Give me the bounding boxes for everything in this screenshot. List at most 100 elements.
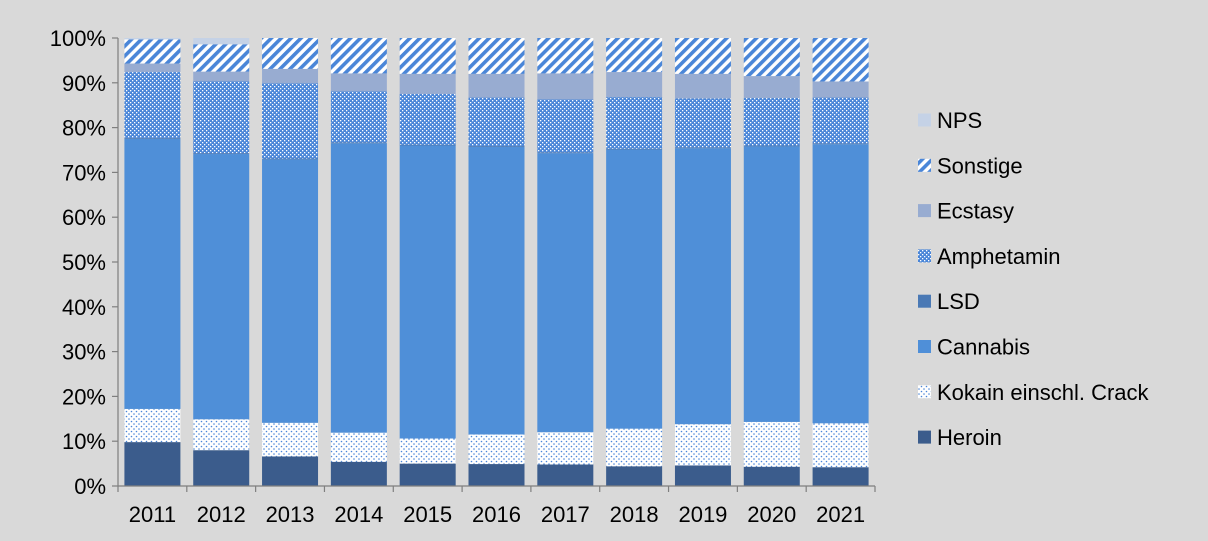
legend-swatch-lsd [918,294,931,308]
x-tick-label: 2013 [266,502,315,527]
legend-label-amphetamin: Amphetamin [937,244,1061,269]
legend-label-cannabis: Cannabis [937,335,1030,360]
bar-segment-kokain-einschl-crack-2012 [193,419,250,451]
y-tick-label: 40% [62,295,106,320]
bar-segment-cannabis-2017 [537,153,594,433]
bar-segment-ecstasy-2017 [537,73,594,100]
y-tick-label: 0% [74,474,106,499]
bar-segment-lsd-2019 [674,147,731,149]
bar-segment-cannabis-2019 [674,148,731,425]
bar-segment-cannabis-2018 [606,149,663,429]
bar-segment-lsd-2012 [193,153,250,155]
x-tick-label: 2020 [747,502,796,527]
legend-label-lsd: LSD [937,289,980,314]
y-tick-label: 70% [62,160,106,185]
axes: 0% 10% 20% 30% 40% 50% 60% 70% 80% 90% 100% 2011 201… [50,26,876,527]
legend-swatch-cannabis [918,340,931,353]
bar-segment-amphetamin-2012 [193,81,250,154]
legend-label-sonstige: Sonstige [937,153,1023,178]
bar-segment-cannabis-2011 [124,138,181,409]
bar-segment-lsd-2021 [812,143,869,145]
legend-swatch-nps [918,113,931,127]
bar-segment-heroin-2015 [399,463,456,486]
bar-segment-cannabis-2013 [262,159,319,423]
bar-segment-amphetamin-2017 [537,99,594,153]
bar-segment-sonstige-2021 [812,38,869,82]
bar-segment-nps-2011 [124,38,181,40]
y-tick-label: 80% [62,116,106,141]
bar-segment-cannabis-2014 [330,143,387,433]
bar-segment-kokain-einschl-crack-2019 [674,424,731,466]
bar-segment-ecstasy-2019 [674,73,731,99]
bar-segment-amphetamin-2015 [399,94,456,145]
bar-segment-heroin-2014 [330,461,387,486]
bar-segment-sonstige-2016 [468,38,525,74]
bar-segment-cannabis-2020 [743,146,800,422]
y-tick-label: 50% [62,250,106,275]
legend-label-heroin: Heroin [937,425,1002,450]
bar-segment-amphetamin-2014 [330,91,387,143]
bar-segment-cannabis-2012 [193,154,250,420]
bar-segment-lsd-2016 [468,145,525,147]
legend-swatch-sonstige [918,158,931,172]
legend-swatch-heroin [918,430,931,444]
bar-segment-cannabis-2016 [468,146,525,435]
y-tick-label: 100% [50,26,106,51]
bar-segment-heroin-2017 [537,464,594,486]
legend-label-ecstasy: Ecstasy [937,199,1014,224]
bar-segment-lsd-2018 [606,148,663,150]
x-tick-label: 2015 [403,502,452,527]
bar-segment-heroin-2013 [262,456,319,486]
bar-segment-sonstige-2020 [743,38,800,77]
bar-segment-ecstasy-2011 [124,63,181,73]
bar-segment-lsd-2014 [330,142,387,144]
bar-segment-heroin-2020 [743,466,800,486]
bar-segment-amphetamin-2013 [262,83,319,159]
bar-segment-lsd-2017 [537,152,594,154]
bar-segment-heroin-2016 [468,464,525,486]
bar-segment-sonstige-2011 [124,39,181,64]
bar-segment-heroin-2011 [124,442,181,486]
legend-swatch-kokain-einschl-crack [918,385,931,399]
bar-segment-ecstasy-2021 [812,81,869,98]
bar-segment-amphetamin-2019 [674,98,731,148]
bar-segment-heroin-2021 [812,467,869,486]
plot-area [124,38,869,486]
bar-segment-kokain-einschl-crack-2016 [468,434,525,465]
x-tick-label: 2012 [197,502,246,527]
bar-segment-kokain-einschl-crack-2021 [812,423,869,468]
bar-segment-kokain-einschl-crack-2020 [743,421,800,467]
bar-segment-amphetamin-2018 [606,97,663,149]
x-tick-label: 2021 [816,502,865,527]
y-tick-label: 90% [62,71,106,96]
bar-segment-cannabis-2021 [812,144,869,424]
bar-segment-heroin-2012 [193,450,250,486]
bar-segment-lsd-2011 [124,137,181,139]
bar-segment-amphetamin-2020 [743,98,800,146]
x-tick-label: 2011 [129,502,176,527]
legend-label-nps: NPS [937,108,982,133]
bar-segment-amphetamin-2021 [812,97,869,144]
x-tick-label: 2018 [610,502,659,527]
legend-swatch-ecstasy [918,204,931,218]
bar-segment-ecstasy-2013 [262,68,319,84]
bar-segment-sonstige-2019 [674,38,731,74]
x-tick-label: 2014 [334,502,383,527]
bar-segment-sonstige-2018 [606,38,663,73]
legend: NPS Sonstige Ecstasy Amphetamin LSD Cannabis K… [918,108,1150,450]
y-tick-label: 30% [62,340,106,365]
y-tick-label: 10% [62,429,106,454]
bar-segment-ecstasy-2012 [193,71,250,82]
bar-segment-ecstasy-2014 [330,73,387,92]
bar-segment-lsd-2020 [743,145,800,147]
bar-segment-kokain-einschl-crack-2017 [537,432,594,465]
x-tick-label: 2016 [472,502,521,527]
bar-segment-kokain-einschl-crack-2015 [399,438,456,464]
bar-segment-sonstige-2017 [537,38,594,74]
y-tick-label: 20% [62,384,106,409]
bar-segment-ecstasy-2018 [606,72,663,98]
bar-segment-ecstasy-2020 [743,76,800,99]
bar-segment-amphetamin-2011 [124,72,181,138]
bar-segment-amphetamin-2016 [468,97,525,146]
